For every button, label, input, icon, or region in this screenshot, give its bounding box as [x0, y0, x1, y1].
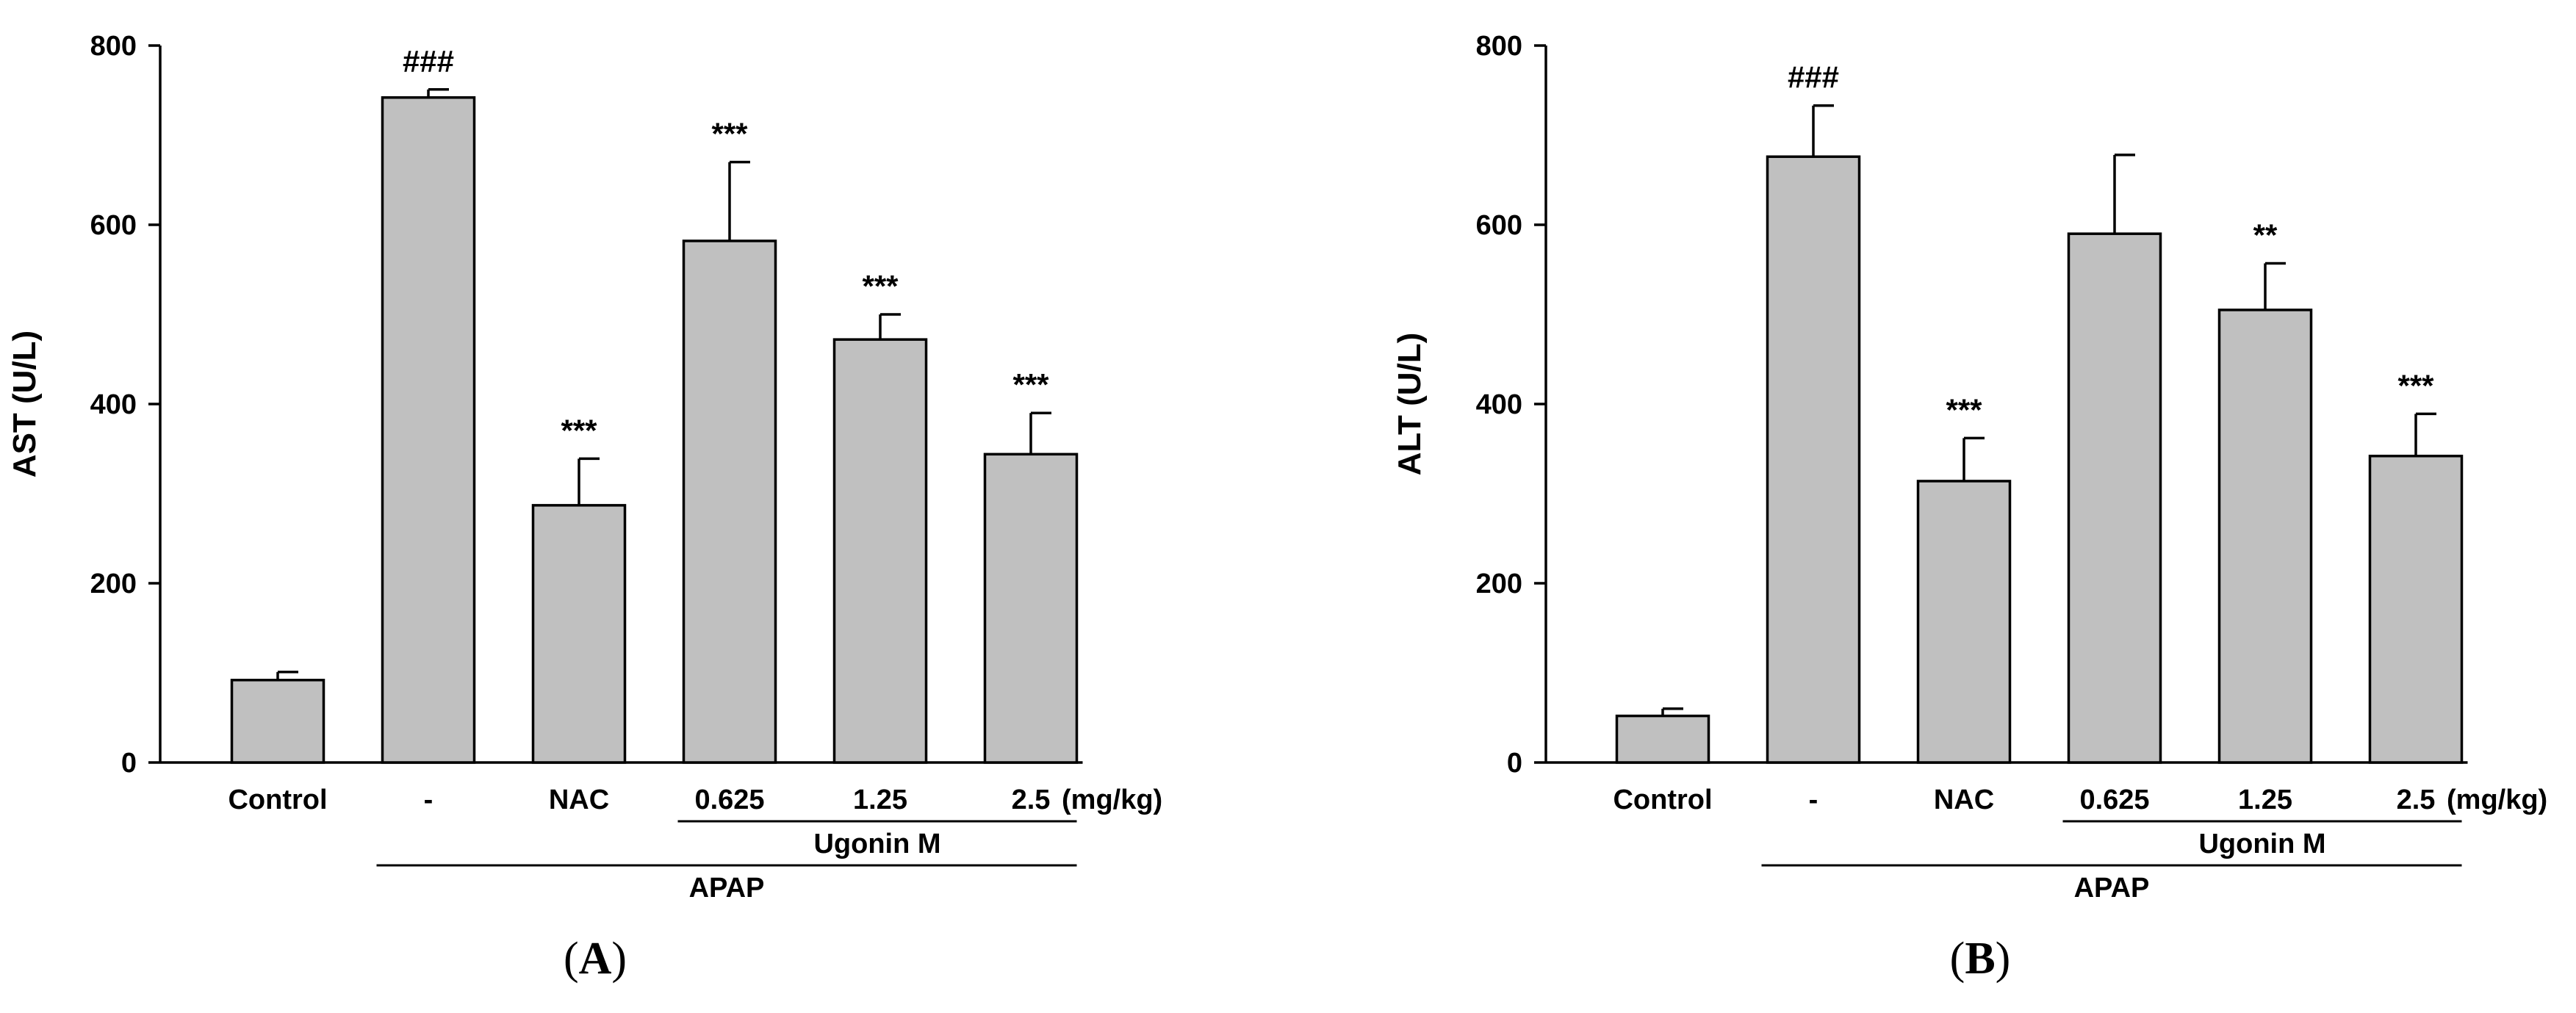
category-label: -: [424, 785, 433, 815]
category-label: 0.625: [2079, 785, 2149, 815]
significance-label: ###: [1788, 60, 1839, 95]
category-label: 1.25: [853, 785, 907, 815]
y-tick-label: 600: [90, 210, 137, 241]
y-tick-label: 0: [121, 748, 137, 779]
category-label: Control: [1613, 785, 1712, 815]
category-label: 2.5: [2397, 785, 2436, 815]
bar: [2217, 309, 2313, 764]
chart-panel-a: 0 200 400 600 800 AST (U/L) Control ### - *** NAC *…: [7, 31, 1162, 984]
bar: [2368, 455, 2464, 764]
category-label: NAC: [1934, 785, 1994, 815]
y-axis-title: AST (U/L): [7, 331, 43, 477]
y-tick-label: 800: [90, 31, 137, 62]
unit-label: (mg/kg): [1062, 785, 1162, 815]
bar: [1916, 480, 2012, 764]
y-axis-title: ALT (U/L): [1392, 333, 1428, 476]
y-tick-label: 400: [1476, 389, 1522, 420]
bar: [381, 96, 476, 764]
y-tick-label: 400: [90, 389, 137, 420]
apap-group-label: APAP: [689, 873, 765, 904]
y-tick-label: 200: [1476, 569, 1522, 599]
category-label: Control: [228, 785, 327, 815]
y-tick-label: 0: [1507, 748, 1522, 779]
bar: [983, 453, 1079, 764]
significance-label: ***: [2397, 368, 2434, 403]
panel-label: (B): [1950, 934, 2011, 984]
chart-panel-b: 0 200 400 600 800 ALT (U/L) Control ### - *** NAC 0…: [1392, 31, 2547, 984]
significance-label: ***: [862, 269, 899, 303]
category-label: 2.5: [1012, 785, 1051, 815]
y-tick-label: 600: [1476, 210, 1522, 241]
bar: [2067, 232, 2162, 764]
bar: [682, 239, 777, 764]
category-label: 1.25: [2238, 785, 2292, 815]
significance-label: ***: [711, 117, 748, 151]
ugonin-group-label: Ugonin M: [2198, 829, 2325, 859]
significance-label: ***: [561, 413, 597, 447]
bar: [1766, 155, 1861, 764]
significance-label: ***: [1012, 367, 1049, 402]
significance-label: **: [2253, 217, 2278, 252]
y-tick-label: 200: [90, 569, 137, 599]
category-label: 0.625: [694, 785, 764, 815]
category-label: -: [1809, 785, 1818, 815]
apap-group-label: APAP: [2074, 873, 2150, 904]
bar: [1615, 714, 1710, 764]
category-label: NAC: [549, 785, 609, 815]
panel-label: (A): [564, 934, 627, 984]
bar: [230, 679, 325, 764]
significance-label: ***: [1946, 392, 1982, 427]
significance-label: ###: [403, 44, 454, 79]
bar: [531, 504, 627, 764]
unit-label: (mg/kg): [2447, 785, 2547, 815]
ugonin-group-label: Ugonin M: [813, 829, 940, 859]
y-tick-label: 800: [1476, 31, 1522, 62]
bar: [832, 338, 928, 764]
